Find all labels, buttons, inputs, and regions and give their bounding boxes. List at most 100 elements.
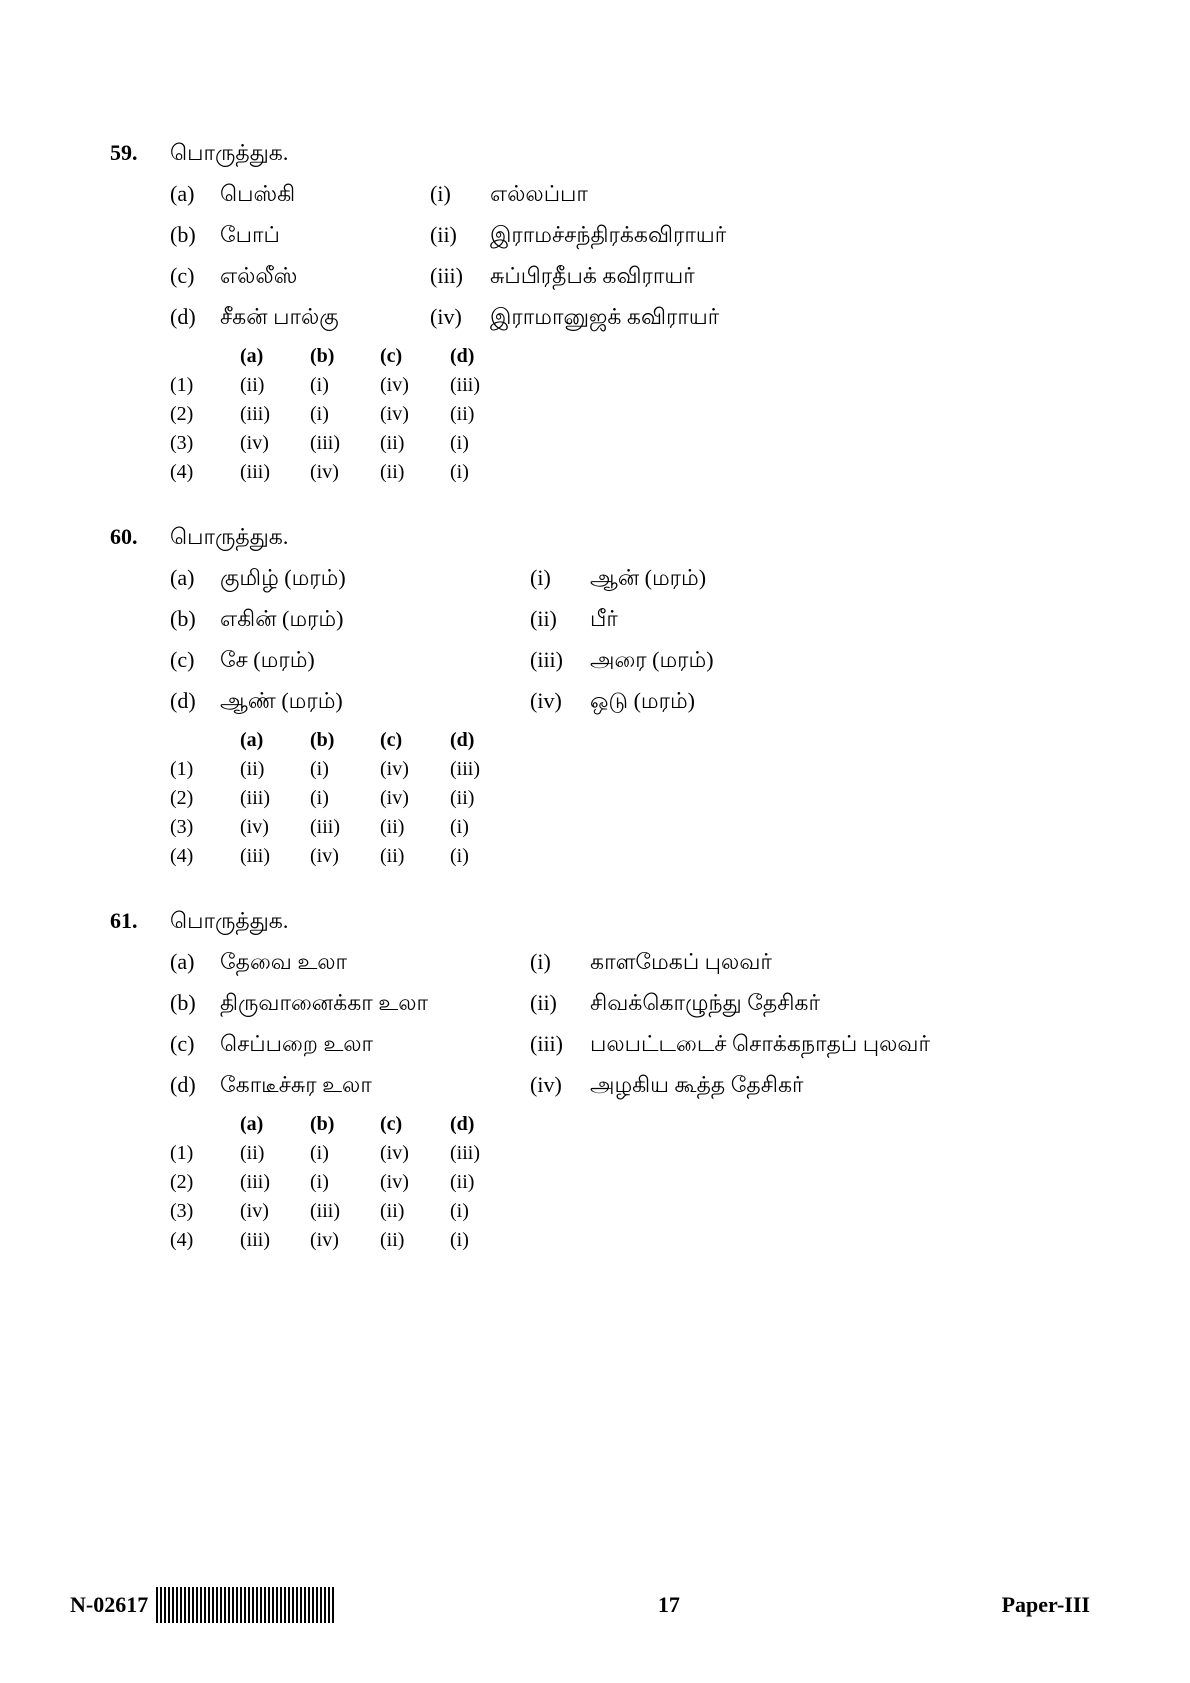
match-left-text: கோடீச்சுர உலா <box>220 1072 372 1101</box>
match-right-label: (iv) <box>530 1072 590 1101</box>
match-right-text: ஒடு (மரம்) <box>590 688 695 717</box>
match-left-text: எல்லீஸ் <box>220 263 297 292</box>
options-header-blank <box>170 729 240 752</box>
option-value: (ii) <box>240 374 310 397</box>
match-rows: (a)குமிழ் (மரம்)(i)ஆன் (மரம்)(b)எகின் (ம… <box>170 565 1090 717</box>
option-row: (2)(iii)(i)(iv)(ii) <box>170 403 1090 426</box>
option-number: (1) <box>170 1142 240 1165</box>
match-right-text: பீர் <box>590 606 618 635</box>
match-right-text: ஆன் (மரம்) <box>590 565 706 594</box>
option-number: (3) <box>170 432 240 455</box>
questions-container: 59.பொருத்துக.(a)பெஸ்கி(i)எல்லப்பா(b)போப்… <box>110 140 1090 1252</box>
match-rows: (a)தேவை உலா(i)காளமேகப் புலவர்(b)திருவானை… <box>170 949 1090 1101</box>
option-value: (ii) <box>240 1142 310 1165</box>
options-table: (a)(b)(c)(d)(1)(ii)(i)(iv)(iii)(2)(iii)(… <box>170 729 1090 868</box>
option-value: (iv) <box>310 1229 380 1252</box>
option-value: (ii) <box>450 1171 520 1194</box>
question-header: 60.பொருத்துக. <box>110 524 1090 553</box>
match-left-label: (b) <box>170 990 220 1019</box>
match-left-text: சீகன் பால்கு <box>220 304 339 333</box>
options-header-cell: (d) <box>450 1113 520 1136</box>
option-value: (iii) <box>240 461 310 484</box>
paper-label: Paper-III <box>1002 1592 1090 1618</box>
option-value: (iv) <box>240 432 310 455</box>
option-row: (3)(iv)(iii)(ii)(i) <box>170 1200 1090 1223</box>
page-footer: N-02617 17 Paper-III <box>0 1587 1190 1623</box>
match-right-item: (iii)பலபட்டடைச் சொக்கநாதப் புலவர் <box>530 1031 930 1060</box>
match-right-text: இராமச்சந்திரக்கவிராயர் <box>490 222 726 251</box>
option-number: (1) <box>170 374 240 397</box>
options-header-cell: (c) <box>380 1113 450 1136</box>
match-left-item: (b)எகின் (மரம்) <box>170 606 530 635</box>
option-value: (iii) <box>240 1171 310 1194</box>
match-right-item: (i)எல்லப்பா <box>430 181 588 210</box>
option-value: (iii) <box>450 1142 520 1165</box>
match-left-label: (b) <box>170 606 220 635</box>
paper-code: N-02617 <box>70 1592 148 1618</box>
option-value: (iv) <box>380 787 450 810</box>
option-number: (4) <box>170 845 240 868</box>
options-header: (a)(b)(c)(d) <box>170 1113 1090 1136</box>
option-row: (1)(ii)(i)(iv)(iii) <box>170 1142 1090 1165</box>
option-value: (i) <box>450 1200 520 1223</box>
option-value: (iv) <box>380 758 450 781</box>
option-value: (i) <box>310 758 380 781</box>
options-header-cell: (d) <box>450 345 520 368</box>
option-number: (4) <box>170 461 240 484</box>
option-value: (iii) <box>310 816 380 839</box>
question: 61. பொருத்துக. (a)தேவை உலா(i)காளமேகப் புலவ… <box>110 908 1090 1252</box>
option-value: (iii) <box>450 758 520 781</box>
option-value: (i) <box>450 1229 520 1252</box>
option-number: (2) <box>170 403 240 426</box>
question-title: பொருத்துக. <box>170 908 288 937</box>
match-left-item: (c)சே (மரம்) <box>170 647 530 676</box>
option-row: (2)(iii)(i)(iv)(ii) <box>170 787 1090 810</box>
match-row: (b)போப்(ii)இராமச்சந்திரக்கவிராயர் <box>170 222 1090 251</box>
option-value: (ii) <box>380 1200 450 1223</box>
option-value: (i) <box>450 461 520 484</box>
match-left-text: பெஸ்கி <box>220 181 295 210</box>
match-left-item: (b)திருவானைக்கா உலா <box>170 990 530 1019</box>
match-left-item: (d)சீகன் பால்கு <box>170 304 430 333</box>
question-header: 59. பொருத்துக. <box>110 140 1090 169</box>
question-number: 59. <box>110 140 150 169</box>
option-number: (3) <box>170 1200 240 1223</box>
option-value: (ii) <box>380 816 450 839</box>
option-value: (iv) <box>380 1171 450 1194</box>
match-right-label: (ii) <box>530 606 590 635</box>
match-right-label: (i) <box>430 181 490 210</box>
match-left-text: எகின் (மரம்) <box>220 606 343 635</box>
match-left-label: (c) <box>170 647 220 676</box>
option-value: (iii) <box>240 845 310 868</box>
question: 59.பொருத்துக.(a)பெஸ்கி(i)எல்லப்பா(b)போப்… <box>110 140 1090 484</box>
match-left-text: செப்பறை உலா <box>220 1031 373 1060</box>
match-right-label: (iii) <box>430 263 490 292</box>
options-header-cell: (b) <box>310 729 380 752</box>
option-value: (i) <box>310 1142 380 1165</box>
match-right-text: சிவக்கொழுந்து தேசிகர் <box>590 990 820 1019</box>
match-row: (a)குமிழ் (மரம்)(i)ஆன் (மரம்) <box>170 565 1090 594</box>
match-right-text: அழகிய கூத்த தேசிகர் <box>590 1072 804 1101</box>
option-number: (2) <box>170 1171 240 1194</box>
option-number: (4) <box>170 1229 240 1252</box>
match-left-text: சே (மரம்) <box>220 647 315 676</box>
option-value: (iv) <box>380 403 450 426</box>
match-right-item: (i)ஆன் (மரம்) <box>530 565 706 594</box>
match-right-label: (iv) <box>530 688 590 717</box>
option-value: (iv) <box>310 845 380 868</box>
option-value: (ii) <box>450 403 520 426</box>
match-left-item: (d)கோடீச்சுர உலா <box>170 1072 530 1101</box>
match-row: (c)எல்லீஸ்(iii)சுப்பிரதீபக் கவிராயர் <box>170 263 1090 292</box>
option-row: (1)(ii)(i)(iv)(iii) <box>170 758 1090 781</box>
match-row: (d)கோடீச்சுர உலா(iv)அழகிய கூத்த தேசிகர் <box>170 1072 1090 1101</box>
match-row: (b)திருவானைக்கா உலா(ii)சிவக்கொழுந்து தேச… <box>170 990 1090 1019</box>
match-left-label: (c) <box>170 1031 220 1060</box>
match-left-item: (a)குமிழ் (மரம்) <box>170 565 530 594</box>
page-number: 17 <box>658 1592 680 1618</box>
match-left-text: திருவானைக்கா உலா <box>220 990 428 1019</box>
match-left-text: குமிழ் (மரம்) <box>220 565 346 594</box>
question-title: பொருத்துக. <box>170 140 288 169</box>
option-value: (iv) <box>310 461 380 484</box>
question-number: 61. <box>110 908 150 937</box>
match-right-item: (iii)அரை (மரம்) <box>530 647 714 676</box>
